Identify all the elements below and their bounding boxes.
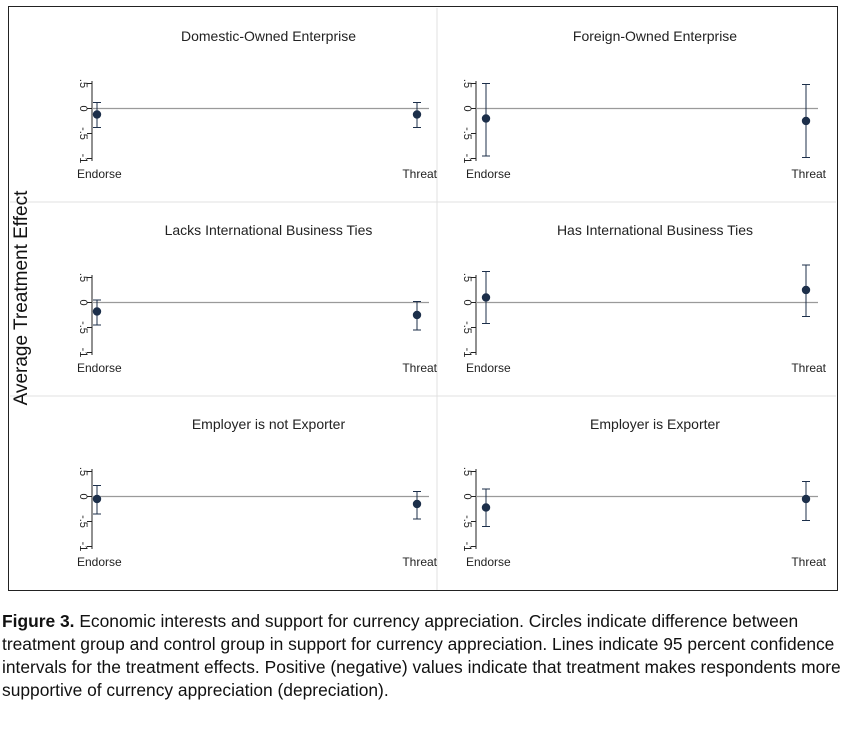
y-tick-label: 0 xyxy=(77,299,89,305)
panel-title: Domestic-Owned Enterprise xyxy=(181,28,356,44)
y-tick-label: -.5 xyxy=(77,515,89,528)
point-estimate xyxy=(481,114,491,123)
y-tick-label: -1 xyxy=(77,542,89,552)
point-estimate xyxy=(481,293,491,302)
panel-title: Has International Business Ties xyxy=(557,222,753,238)
x-category-label-threat: Threat xyxy=(791,555,826,569)
y-tick-label: 0 xyxy=(77,105,89,111)
point-estimate xyxy=(412,499,422,509)
caption-text: Economic interests and support for curre… xyxy=(2,611,841,700)
x-category-label-endorse: Endorse xyxy=(77,167,122,181)
y-tick-label: .5 xyxy=(77,79,89,88)
point-estimate xyxy=(92,307,102,316)
point-estimate xyxy=(801,116,811,126)
y-tick-label: 0 xyxy=(77,493,89,499)
chart-panels: Domestic-Owned Enterprise -1 -.5 0 .5 Endorse… xyxy=(10,8,836,590)
y-tick-label: -.5 xyxy=(461,321,473,334)
point-estimate xyxy=(801,494,811,504)
point-estimate xyxy=(412,310,422,320)
y-tick-label: -.5 xyxy=(77,321,89,334)
x-category-label-endorse: Endorse xyxy=(466,361,511,375)
y-tick-label: .5 xyxy=(77,273,89,282)
panel-title: Employer is not Exporter xyxy=(192,416,346,432)
panel-title: Foreign-Owned Enterprise xyxy=(573,28,737,44)
y-tick-label: 0 xyxy=(461,493,473,499)
panel-title: Lacks International Business Ties xyxy=(165,222,373,238)
x-category-label-endorse: Endorse xyxy=(77,555,122,569)
y-tick-label: .5 xyxy=(461,467,473,476)
y-tick-label: -1 xyxy=(461,154,473,164)
x-category-label-endorse: Endorse xyxy=(77,361,122,375)
figure-caption: Figure 3. Economic interests and support… xyxy=(2,610,842,702)
y-tick-label: 0 xyxy=(461,299,473,305)
x-category-label-threat: Threat xyxy=(791,361,826,375)
y-tick-label: -.5 xyxy=(461,515,473,528)
x-category-label-threat: Threat xyxy=(402,555,437,569)
point-estimate xyxy=(412,110,422,119)
point-estimate xyxy=(92,110,102,119)
y-tick-label: -.5 xyxy=(77,127,89,140)
x-category-label-threat: Threat xyxy=(791,167,826,181)
y-tick-label: .5 xyxy=(461,79,473,88)
y-tick-label: -1 xyxy=(77,154,89,164)
y-tick-label: -.5 xyxy=(461,127,473,140)
y-tick-label: .5 xyxy=(77,467,89,476)
point-estimate xyxy=(801,285,811,295)
point-estimate xyxy=(92,494,102,504)
x-category-label-endorse: Endorse xyxy=(466,555,511,569)
y-tick-label: -1 xyxy=(461,348,473,358)
y-axis-title-text: Average Treatment Effect xyxy=(11,190,32,406)
figure-frame xyxy=(8,6,838,591)
y-tick-label: -1 xyxy=(77,348,89,358)
x-category-label-endorse: Endorse xyxy=(466,167,511,181)
y-tick-label: -1 xyxy=(461,542,473,552)
y-tick-label: 0 xyxy=(461,105,473,111)
caption-label: Figure 3. xyxy=(2,611,75,631)
panel-title: Employer is Exporter xyxy=(590,416,720,432)
x-category-label-threat: Threat xyxy=(402,361,437,375)
y-tick-label: .5 xyxy=(461,273,473,282)
x-category-label-threat: Threat xyxy=(402,167,437,181)
point-estimate xyxy=(481,503,491,512)
